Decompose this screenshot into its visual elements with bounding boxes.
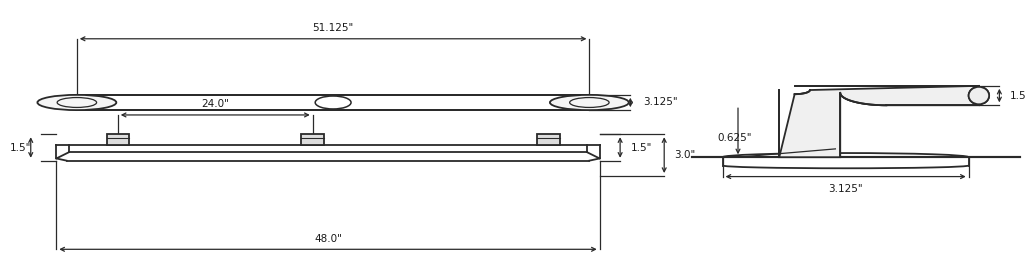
Polygon shape	[537, 134, 560, 145]
Text: 3.125": 3.125"	[643, 98, 678, 107]
Polygon shape	[107, 134, 129, 145]
Text: 3.125": 3.125"	[828, 183, 863, 194]
Text: 1.5": 1.5"	[630, 142, 652, 153]
Polygon shape	[301, 134, 324, 145]
Text: 0.625": 0.625"	[718, 133, 752, 143]
Ellipse shape	[549, 95, 628, 110]
Ellipse shape	[37, 95, 117, 110]
Ellipse shape	[969, 87, 989, 104]
Text: 48.0": 48.0"	[314, 234, 342, 244]
Text: 1.5": 1.5"	[1010, 91, 1025, 101]
Text: 1.5": 1.5"	[10, 142, 32, 153]
Text: 3.0": 3.0"	[674, 150, 696, 160]
Polygon shape	[779, 86, 979, 157]
Ellipse shape	[969, 87, 989, 104]
Text: 51.125": 51.125"	[313, 23, 354, 33]
Text: 24.0": 24.0"	[201, 99, 230, 109]
